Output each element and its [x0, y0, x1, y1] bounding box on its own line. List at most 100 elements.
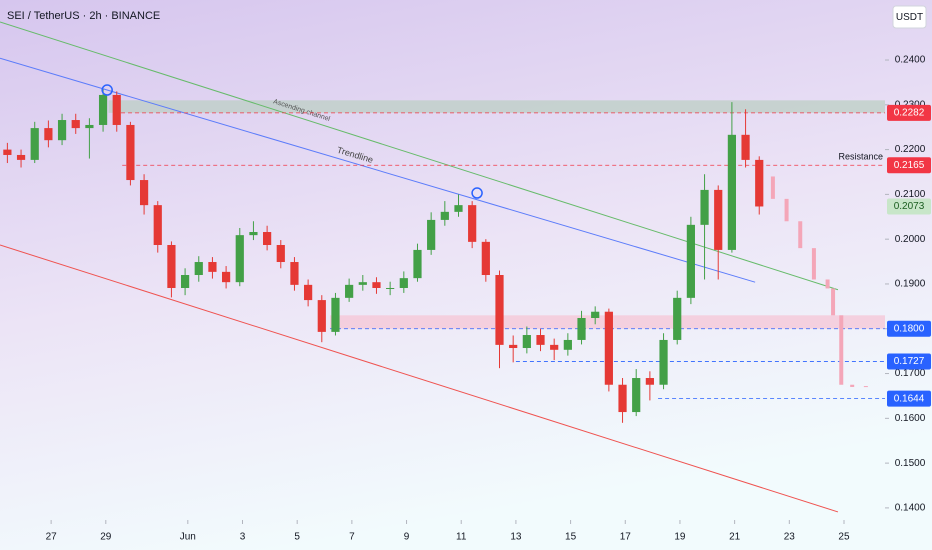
y-tick-label: 0.1400	[895, 503, 926, 514]
forecast-candle	[798, 221, 803, 249]
level-label: 0.1727	[894, 356, 925, 367]
x-tick-label: 9	[404, 532, 410, 543]
candle-body	[153, 205, 162, 245]
candle-body	[427, 219, 436, 250]
candle-body	[16, 154, 26, 160]
forecast-candle	[784, 198, 789, 222]
candle-body	[112, 94, 121, 125]
chart-title: SEI / TetherUS · 2h · BINANCE	[7, 10, 160, 22]
candle-body	[399, 278, 408, 288]
zone	[108, 100, 886, 113]
forecast-candle	[863, 386, 868, 388]
forecast-candle	[831, 288, 836, 316]
candle-body	[509, 344, 518, 349]
candle-body	[235, 235, 244, 283]
candle-body	[673, 297, 682, 340]
level-label: 0.1800	[894, 323, 925, 334]
y-tick-label: 0.1600	[895, 413, 926, 424]
candle-body	[222, 271, 231, 283]
candle-body	[194, 262, 203, 276]
level-tag	[887, 390, 931, 407]
x-tick-label: 19	[674, 532, 686, 543]
candle-body	[495, 275, 504, 345]
candle-body	[536, 335, 545, 345]
candle-body	[180, 275, 190, 288]
level-tag	[887, 320, 931, 337]
marker	[471, 187, 483, 199]
candle-body	[700, 189, 709, 225]
trend-line	[0, 244, 839, 513]
x-tick-label: Jun	[180, 532, 196, 543]
forecast-candle	[839, 315, 844, 385]
x-tick-label: 7	[349, 532, 355, 543]
currency[interactable]: USDT	[896, 12, 923, 23]
candle-body	[290, 262, 299, 285]
candle-body	[167, 244, 176, 288]
level-label: 0.1644	[894, 393, 925, 404]
x-tick-label: 23	[784, 532, 796, 543]
x-tick-label: 17	[620, 532, 632, 543]
y-tick-label: 0.2000	[895, 234, 926, 245]
candle-body	[645, 378, 654, 385]
x-tick-label: 3	[240, 532, 246, 543]
forecast-candle	[850, 384, 855, 387]
y-tick-label: 0.1700	[895, 368, 926, 379]
candle-body	[304, 284, 313, 301]
candle-body	[249, 232, 258, 236]
candle-body	[618, 384, 627, 413]
last-price-label: 0.2073	[894, 201, 925, 212]
candle-body	[331, 297, 340, 332]
y-tick-label: 0.1900	[895, 279, 926, 290]
candle-body	[454, 205, 463, 212]
candle-body	[714, 189, 723, 250]
forecast-candle	[811, 248, 816, 280]
x-tick-label: 29	[100, 532, 112, 543]
candle-body	[686, 224, 695, 298]
candle-body	[563, 339, 572, 350]
candle-body	[727, 134, 736, 250]
forecast-candle	[825, 279, 830, 289]
candle-body	[317, 300, 326, 332]
x-tick-label: 21	[729, 532, 741, 543]
candle-body	[591, 311, 600, 319]
candle-body	[139, 180, 149, 206]
candle-body	[358, 282, 367, 285]
level-label: 0.2165	[894, 160, 925, 171]
candle-body	[550, 344, 559, 350]
y-tick-label: 0.2200	[895, 144, 926, 155]
level-label: 0.2282	[894, 108, 925, 119]
candle-body	[3, 149, 12, 155]
level-tag	[887, 157, 931, 174]
level-tag	[887, 104, 931, 121]
candle-body	[659, 339, 668, 385]
candle-body	[522, 335, 531, 349]
trend-line	[0, 57, 756, 283]
candle-body	[71, 120, 80, 129]
forecast-candle	[770, 176, 775, 199]
x-tick-label: 27	[46, 532, 58, 543]
y-tick-label: 0.1500	[895, 458, 926, 469]
level-tag	[887, 353, 931, 370]
x-tick-label: 25	[838, 532, 850, 543]
y-tick-label: 0.2400	[895, 55, 926, 66]
candle-body	[741, 134, 750, 160]
candle-body	[632, 378, 641, 413]
x-tick-label: 11	[456, 532, 467, 543]
x-tick-label: 5	[294, 532, 300, 543]
candle-body	[44, 128, 53, 141]
last-price-tag	[887, 198, 931, 215]
candle-body	[577, 318, 586, 340]
candle-body	[386, 287, 395, 289]
candle-body	[604, 311, 613, 385]
candle-body	[57, 120, 67, 141]
currency-box[interactable]	[892, 5, 927, 29]
candle-body	[208, 262, 217, 272]
candle-body	[481, 241, 490, 276]
x-tick-label: 13	[510, 532, 522, 543]
candle-body	[468, 205, 477, 242]
candle-body	[30, 128, 39, 160]
candle-body	[85, 124, 94, 129]
